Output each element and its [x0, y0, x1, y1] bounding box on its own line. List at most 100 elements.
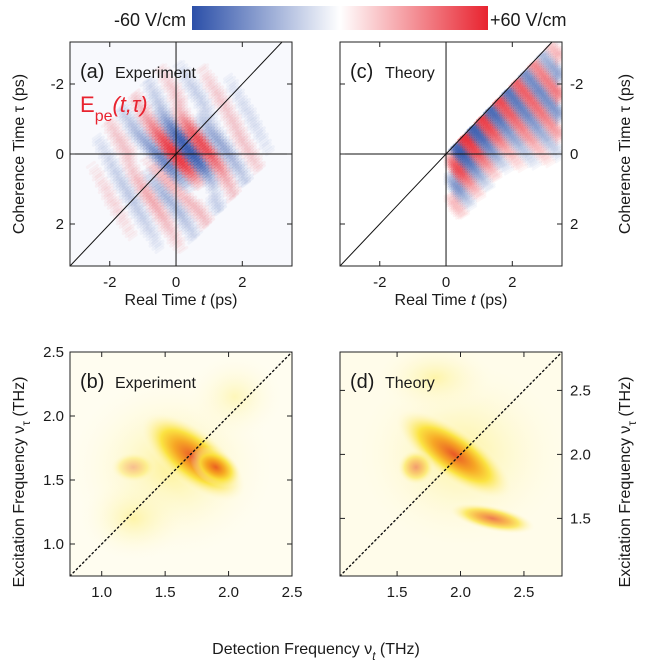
- panel-a-stripe: [178, 110, 189, 119]
- panel-c-stripe: [529, 106, 540, 115]
- panel-c-stripe: [459, 146, 471, 154]
- panel-a-stripe: [220, 154, 231, 163]
- panel-a-stripe: [112, 170, 123, 179]
- panel-c-stripe: [480, 173, 492, 181]
- panel-a-stripe: [234, 132, 245, 141]
- panel-c-stripe: [517, 143, 529, 152]
- panel-c-stripe: [529, 143, 540, 152]
- panel-a-stripe: [205, 198, 216, 207]
- panel-a-stripe: [193, 132, 204, 141]
- panel-a-stripe: [133, 104, 144, 113]
- panel-a-stripe: [187, 119, 198, 128]
- panel-c-stripe: [540, 119, 552, 127]
- panel-a-stripe: [252, 123, 263, 132]
- panel-a-stripe: [160, 170, 171, 179]
- panel-a-stripe: [112, 208, 123, 217]
- panel-c-stripe: [485, 131, 496, 139]
- panel-c-stripe: [517, 94, 529, 103]
- panel-a-stripe: [211, 94, 222, 103]
- panel-c-stripe: [519, 111, 531, 120]
- panel-a-stripe: [115, 217, 126, 226]
- panel-c-stripe: [503, 104, 515, 112]
- panel-c-stripe: [531, 87, 543, 95]
- panel-a-annotation: Epe(t,τ): [80, 92, 148, 125]
- panel-c-stripe: [538, 138, 549, 147]
- panel-c-xtick-label: 0: [442, 274, 450, 291]
- panel-c-stripe: [524, 119, 536, 127]
- panel-c-stripe: [526, 106, 538, 115]
- panel-c-stripe: [531, 67, 543, 76]
- panel-a-stripe: [217, 104, 228, 113]
- panel-c-stripe: [478, 136, 489, 144]
- panel-a-stripe: [237, 179, 248, 188]
- panel-c-stripe: [464, 175, 475, 183]
- panel-a-stripe: [226, 157, 237, 166]
- panel-a-stripe: [226, 163, 237, 173]
- panel-a-stripe: [190, 173, 201, 182]
- panel-c-stripe: [499, 116, 510, 125]
- panel-a-stripe: [243, 145, 254, 154]
- panel-c-stripe: [471, 133, 482, 142]
- panel-a-stripe: [163, 116, 174, 125]
- panel-a-stripe: [169, 189, 180, 198]
- panel-c-stripe: [485, 124, 496, 132]
- panel-a-stripe: [151, 163, 162, 173]
- panel-c-stripe: [538, 89, 549, 98]
- panel-a-stripe: [193, 163, 204, 173]
- panel-a-stripe: [160, 69, 171, 78]
- panel-a-stripe: [214, 157, 225, 166]
- panel-a-stripe: [193, 94, 204, 103]
- panel-c-stripe: [545, 55, 556, 63]
- panel-c-stripe: [480, 180, 492, 188]
- panel-a-stripe: [205, 107, 216, 116]
- panel-a-stripe: [154, 66, 165, 75]
- panel-a-stripe: [181, 192, 192, 201]
- panel-a-stripe: [118, 214, 129, 223]
- panel-c-stripe: [508, 128, 519, 137]
- panel-a-stripe: [228, 160, 240, 169]
- panel-a-stripe: [220, 182, 231, 191]
- panel-a-stripe: [148, 223, 159, 232]
- panel-a-stripe: [100, 157, 111, 166]
- panel-a-stripe: [214, 154, 225, 163]
- panel-c-stripe: [545, 101, 556, 110]
- panel-c-stripe: [515, 75, 526, 83]
- panel-a-stripe: [142, 138, 153, 147]
- panel-a-stripe: [237, 107, 248, 116]
- panel-c-stripe: [494, 136, 505, 144]
- panel-a-stripe: [181, 163, 192, 173]
- panel-c-stripe: [452, 185, 464, 193]
- panel-a-stripe: [172, 167, 183, 176]
- panel-c-stripe: [510, 124, 522, 132]
- panel-c-stripe: [459, 165, 471, 174]
- panel-a-stripe: [252, 163, 263, 173]
- panel-c-stripe: [450, 175, 461, 183]
- panel-c-stripe: [550, 62, 561, 71]
- panel-a-stripe: [202, 214, 213, 223]
- panel-a-stripe: [217, 132, 228, 141]
- panel-c-stripe: [480, 131, 492, 139]
- panel-c-stripe: [466, 163, 478, 171]
- panel-c-stripe: [482, 168, 494, 176]
- panel-c-stripe: [457, 182, 468, 191]
- panel-c-stripe: [462, 131, 473, 139]
- panel-a-stripe: [187, 198, 198, 207]
- panel-c-stripe: [457, 209, 468, 218]
- panel-a-stripe: [106, 119, 117, 128]
- panel-a-stripe: [205, 157, 216, 166]
- panel-c-stripe: [522, 146, 533, 154]
- panel-a-stripe: [214, 208, 225, 217]
- panel-a-ytick-label: 2: [56, 216, 64, 233]
- panel-a-stripe: [175, 100, 186, 110]
- panel-a-stripe: [246, 141, 257, 150]
- panel-c-stripe: [515, 111, 526, 120]
- panel-c-stripe: [545, 136, 556, 144]
- panel-c-stripe: [522, 67, 533, 76]
- panel-a-stripe: [184, 119, 195, 128]
- panel-a-stripe: [220, 160, 231, 169]
- panel-a-stripe: [178, 223, 189, 232]
- panel-c-stripe: [459, 185, 471, 193]
- panel-c-stripe: [485, 143, 496, 152]
- panel-a-stripe: [187, 163, 198, 173]
- panel-a-stripe: [231, 170, 243, 179]
